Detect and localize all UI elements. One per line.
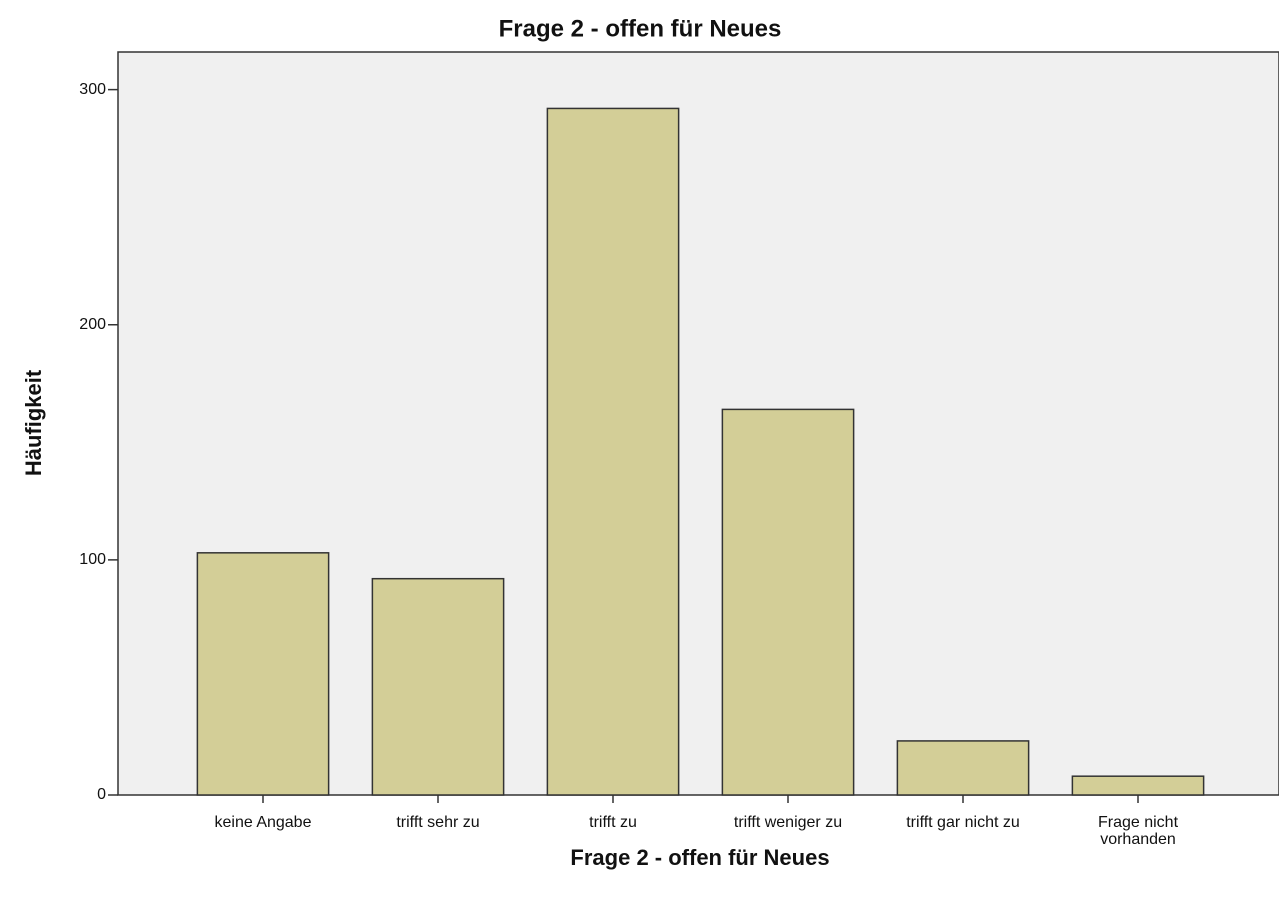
bar	[371, 577, 505, 796]
y-axis-title: Häufigkeit	[21, 369, 46, 476]
y-tick-label: 0	[97, 786, 106, 803]
bar	[721, 408, 855, 796]
x-tick-label: trifft sehr zu	[396, 814, 479, 831]
bar	[1071, 775, 1205, 796]
y-tick-label: 100	[79, 551, 106, 568]
x-tick-label: trifft gar nicht zu	[906, 814, 1020, 831]
y-tick-label: 300	[79, 81, 106, 98]
bar	[546, 107, 680, 796]
x-tick-label: trifft weniger zu	[734, 814, 842, 831]
y-tick-label: 200	[79, 316, 106, 333]
chart-title: Frage 2 - offen für Neues	[499, 15, 782, 42]
bar	[196, 552, 330, 796]
x-axis-title: Frage 2 - offen für Neues	[570, 845, 829, 870]
x-tick-label: Frage nicht vorhanden	[1098, 814, 1179, 848]
x-tick-label: trifft zu	[589, 814, 637, 831]
x-tick-label: keine Angabe	[215, 814, 312, 831]
bar	[896, 740, 1030, 796]
